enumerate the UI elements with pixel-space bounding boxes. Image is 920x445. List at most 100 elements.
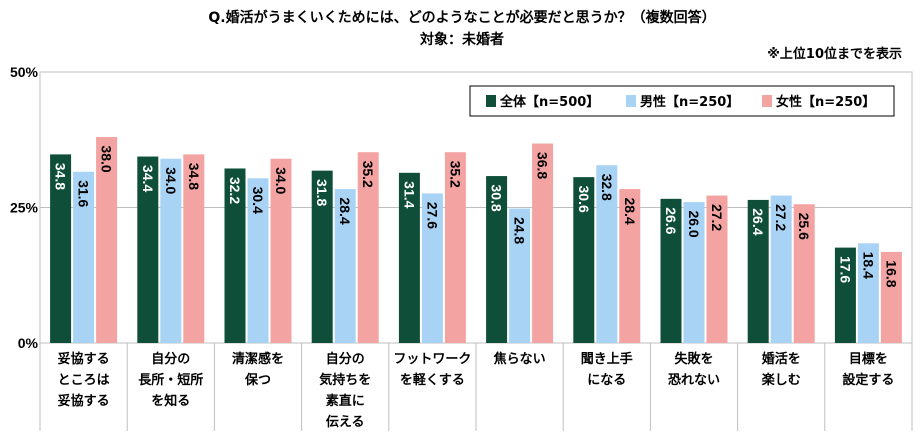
chart-note: ※上位10位までを表示 xyxy=(767,46,902,62)
x-tick-label: 自分の長所・短所を知る xyxy=(138,351,203,409)
data-label: 35.2 xyxy=(447,161,463,188)
bar-series-2 xyxy=(183,154,205,343)
bar-series-1 xyxy=(509,208,531,343)
x-tick-label: 聞き上手になる xyxy=(581,351,633,388)
x-tick-label-line: 妥協する xyxy=(58,393,110,409)
data-label: 28.4 xyxy=(337,197,353,224)
chart-title-line1: Q.婚活がうまくいくためには、どのようなことが必要だと思うか？（複数回答） xyxy=(208,9,715,26)
bar-series-0 xyxy=(573,177,595,343)
x-tick-label-line: 気持ちを xyxy=(319,372,371,388)
x-tick-label-line: 自分の xyxy=(326,351,365,367)
y-tick-label: 50% xyxy=(10,64,39,80)
x-tick-label: 妥協するところは妥協する xyxy=(58,351,110,409)
data-label: 18.4 xyxy=(860,252,876,279)
y-tick-label: 0% xyxy=(18,335,39,351)
y-tick-label: 25% xyxy=(10,200,39,216)
x-tick-label-line: 清潔感を xyxy=(232,351,284,367)
bar-series-1 xyxy=(334,189,356,343)
legend-label: 全体【n=500】 xyxy=(499,94,599,110)
data-label: 34.0 xyxy=(273,167,289,194)
bar-series-0 xyxy=(834,247,856,343)
bar-series-2 xyxy=(532,143,554,343)
bar-series-2 xyxy=(357,152,379,343)
data-label: 16.8 xyxy=(883,260,899,287)
bar-series-0 xyxy=(398,172,420,343)
legend-swatch xyxy=(626,95,636,107)
data-label: 36.8 xyxy=(535,152,551,179)
x-tick-label: 焦らない xyxy=(493,351,546,367)
x-tick-label-line: 聞き上手 xyxy=(581,351,633,367)
x-tick-label-line: を軽くする xyxy=(400,372,465,388)
bar-series-2 xyxy=(880,251,902,343)
data-label: 38.0 xyxy=(99,145,115,172)
data-label: 26.4 xyxy=(750,208,766,235)
x-tick-label-line: になる xyxy=(587,373,626,388)
data-label: 25.6 xyxy=(796,213,812,240)
legend-box xyxy=(469,85,895,117)
x-tick-label-line: 恐れない xyxy=(668,373,720,388)
legend-label: 女性【n=250】 xyxy=(776,94,875,110)
data-label: 32.8 xyxy=(599,174,615,201)
bar-series-2 xyxy=(793,204,815,343)
data-label: 31.6 xyxy=(76,180,92,207)
data-label: 27.2 xyxy=(773,204,789,231)
x-tick-label-line: 設定する xyxy=(842,372,894,388)
x-tick-label-line: フットワーク xyxy=(393,352,471,367)
x-tick-label-line: 伝える xyxy=(326,414,365,430)
data-label: 17.6 xyxy=(837,256,853,283)
data-label: 30.8 xyxy=(489,184,505,211)
bar-series-1 xyxy=(73,171,95,343)
data-label: 27.2 xyxy=(709,204,725,231)
data-label: 31.8 xyxy=(314,179,330,206)
bar-series-0 xyxy=(311,170,333,343)
data-label: 34.0 xyxy=(163,167,179,194)
bar-series-0 xyxy=(660,198,682,343)
bar-series-0 xyxy=(137,156,159,343)
x-tick-label-line: 妥協する xyxy=(58,351,110,367)
data-label: 28.4 xyxy=(622,197,638,224)
bar-series-0 xyxy=(224,168,246,343)
x-tick-label-line: を知る xyxy=(151,393,190,409)
x-tick-label: フットワークを軽くする xyxy=(393,352,471,388)
bar-series-2 xyxy=(96,137,118,343)
data-label: 32.2 xyxy=(227,177,243,204)
x-tick-label-line: 焦らない xyxy=(493,351,546,367)
bar-series-1 xyxy=(683,202,705,343)
x-tick-label: 婚活を楽しむ xyxy=(761,351,801,388)
legend-swatch xyxy=(762,95,772,107)
data-label: 30.6 xyxy=(576,186,592,213)
data-label: 24.8 xyxy=(512,217,528,244)
bar-series-1 xyxy=(596,165,618,343)
x-tick-label-line: ところは xyxy=(58,373,110,388)
x-tick-label-line: 婚活を xyxy=(762,351,801,367)
x-tick-label: 清潔感を保つ xyxy=(232,351,284,388)
bar-series-1 xyxy=(247,178,269,343)
legend-swatch xyxy=(486,95,496,107)
x-tick-label-line: 楽しむ xyxy=(761,372,801,388)
x-tick-label-line: 素直に xyxy=(326,393,365,409)
bar-series-2 xyxy=(706,195,728,343)
bar-series-0 xyxy=(50,154,72,343)
x-tick-label-line: 失敗を xyxy=(674,351,713,367)
bar-series-1 xyxy=(857,243,879,343)
data-label: 34.4 xyxy=(140,165,156,192)
data-label: 34.8 xyxy=(53,163,69,190)
data-label: 31.4 xyxy=(401,181,417,208)
bar-series-2 xyxy=(619,189,641,343)
bar-series-1 xyxy=(770,195,792,343)
x-tick-label-line: 目標を xyxy=(849,351,888,367)
bar-series-2 xyxy=(444,152,466,343)
x-tick-label-line: 自分の xyxy=(151,351,190,367)
x-tick-label-line: 保つ xyxy=(244,372,271,388)
legend-label: 男性【n=250】 xyxy=(640,94,739,110)
bar-series-1 xyxy=(421,193,443,343)
chart-title-line2: 対象：未婚者 xyxy=(419,31,504,48)
x-tick-label: 目標を設定する xyxy=(842,351,894,388)
data-label: 34.8 xyxy=(186,163,202,190)
bar-series-1 xyxy=(160,158,182,343)
x-tick-label: 自分の気持ちを素直に伝える xyxy=(319,351,371,430)
bar-series-0 xyxy=(486,176,508,343)
data-label: 30.4 xyxy=(250,187,266,214)
